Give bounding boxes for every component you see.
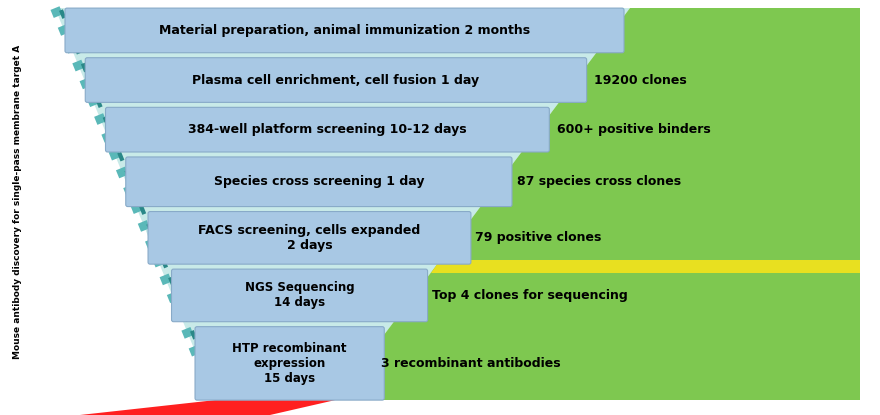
FancyBboxPatch shape <box>106 107 549 152</box>
FancyBboxPatch shape <box>195 327 385 400</box>
FancyBboxPatch shape <box>148 212 471 264</box>
Text: Mouse antibody discovery for single-pass membrane target A: Mouse antibody discovery for single-pass… <box>13 44 23 359</box>
FancyBboxPatch shape <box>65 8 624 53</box>
Polygon shape <box>55 8 630 400</box>
Text: Material preparation, animal immunization 2 months: Material preparation, animal immunizatio… <box>159 24 530 37</box>
Text: 79 positive clones: 79 positive clones <box>475 231 602 244</box>
Text: 384-well platform screening 10-12 days: 384-well platform screening 10-12 days <box>188 123 466 136</box>
FancyBboxPatch shape <box>172 269 428 322</box>
Polygon shape <box>430 260 860 273</box>
Polygon shape <box>335 8 860 400</box>
Text: 3 recombinant antibodies: 3 recombinant antibodies <box>381 357 561 370</box>
Text: Top 4 clones for sequencing: Top 4 clones for sequencing <box>432 289 627 302</box>
Text: FACS screening, cells expanded
2 days: FACS screening, cells expanded 2 days <box>198 224 421 252</box>
FancyBboxPatch shape <box>126 157 512 207</box>
Text: 600+ positive binders: 600+ positive binders <box>556 123 710 136</box>
Text: NGS Sequencing
14 days: NGS Sequencing 14 days <box>245 281 355 310</box>
Text: Species cross screening 1 day: Species cross screening 1 day <box>214 175 424 188</box>
Text: 19200 clones: 19200 clones <box>594 73 686 87</box>
Text: 87 species cross clones: 87 species cross clones <box>517 175 681 188</box>
Polygon shape <box>80 400 335 415</box>
FancyBboxPatch shape <box>85 58 587 103</box>
Text: HTP recombinant
expression
15 days: HTP recombinant expression 15 days <box>232 342 347 385</box>
Text: Plasma cell enrichment, cell fusion 1 day: Plasma cell enrichment, cell fusion 1 da… <box>193 73 480 87</box>
